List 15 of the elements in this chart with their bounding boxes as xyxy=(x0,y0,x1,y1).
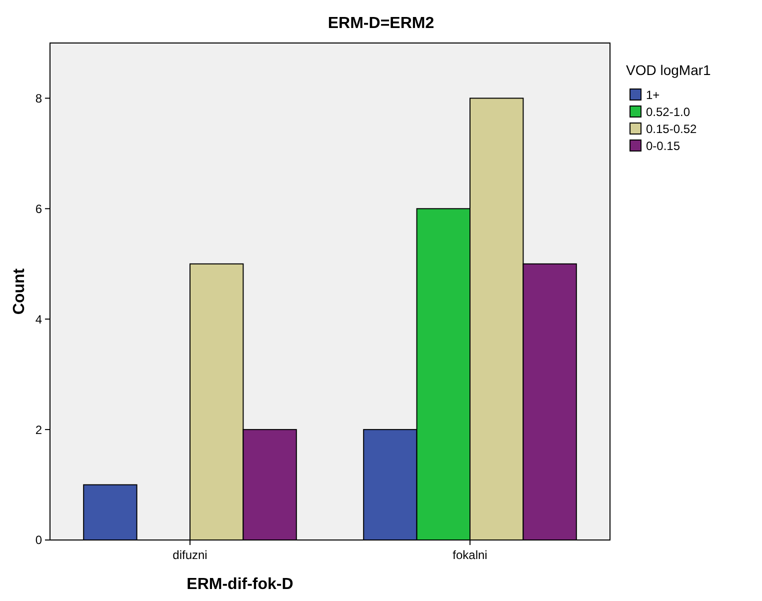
legend-label: 1+ xyxy=(646,88,660,102)
y-tick-label: 4 xyxy=(35,312,42,326)
legend-label: 0-0.15 xyxy=(646,139,680,153)
y-tick-label: 2 xyxy=(35,422,42,437)
y-tick-label: 8 xyxy=(35,91,42,106)
y-tick-label: 6 xyxy=(35,202,42,216)
x-tick-label: difuzni xyxy=(172,548,208,562)
y-tick-label: 0 xyxy=(35,533,42,548)
x-tick-label: fokalni xyxy=(452,548,488,562)
x-axis-title: ERM-dif-fok-D xyxy=(186,576,294,593)
legend-label: 0.52-1.0 xyxy=(646,105,690,119)
chart-title: ERM-D=ERM2 xyxy=(328,15,434,32)
y-axis-title: Count xyxy=(11,268,28,315)
legend-label: 0.15-0.52 xyxy=(646,122,698,136)
legend-title: VOD logMar1 xyxy=(626,62,712,78)
